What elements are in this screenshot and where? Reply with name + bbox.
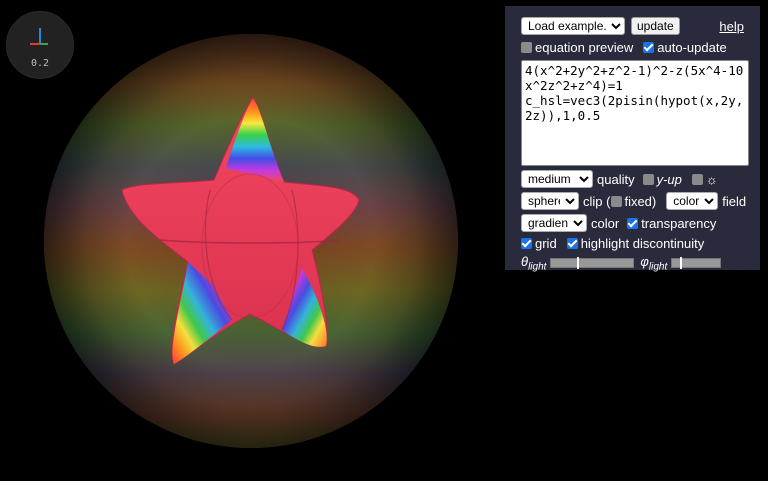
phi-light-slider[interactable] xyxy=(671,257,722,270)
theta-symbol: θ xyxy=(521,254,529,269)
help-link[interactable]: help xyxy=(719,18,744,34)
phi-light-slider-thumb[interactable] xyxy=(680,257,683,270)
zoom-value: 0.2 xyxy=(30,58,50,69)
transparency-label: transparency xyxy=(641,215,717,231)
y-up-checkbox[interactable] xyxy=(642,173,654,185)
clip-fixed-checkbox[interactable] xyxy=(611,195,623,207)
theta-subscript: light xyxy=(528,261,547,273)
y-up-label: y-up xyxy=(656,171,682,187)
preview-row: equation preview auto-update xyxy=(521,40,748,55)
phi-subscript: light xyxy=(648,261,668,273)
color-label: color xyxy=(591,215,620,231)
load-example-select[interactable]: Load example... xyxy=(521,17,625,35)
color-row: gradient color transparency xyxy=(521,214,748,232)
control-panel: Load example... update help equation pre… xyxy=(505,6,760,273)
axes-orientation-widget[interactable]: 0.2 xyxy=(6,11,74,79)
light-row: θlight φlight xyxy=(521,254,748,273)
field-label: field xyxy=(722,193,747,209)
clip-fixed-label: fixed) xyxy=(624,193,657,209)
quality-select[interactable]: medium xyxy=(521,170,593,188)
highlight-discontinuity-label: highlight discontinuity xyxy=(580,236,705,251)
equation-input[interactable] xyxy=(521,60,749,166)
equation-preview-checkbox[interactable] xyxy=(521,42,532,53)
theta-light-slider-thumb[interactable] xyxy=(577,257,580,270)
grid-row: grid highlight discontinuity xyxy=(521,236,748,251)
clip-label: clip ( xyxy=(583,193,611,209)
light-toggle-checkbox[interactable] xyxy=(691,173,703,185)
update-button[interactable]: update xyxy=(631,17,680,35)
clip-select[interactable]: sphere xyxy=(521,192,579,210)
auto-update-label: auto-update xyxy=(657,40,727,55)
grid-checkbox[interactable] xyxy=(521,238,532,249)
quality-row: medium quality y-up ☼ xyxy=(521,170,748,188)
top-row: Load example... update help xyxy=(521,17,748,35)
clip-row: sphere clip ( fixed) color field xyxy=(521,192,748,210)
theta-light-label: θlight xyxy=(521,254,546,273)
star-surface xyxy=(121,97,360,365)
grid-label: grid xyxy=(535,236,557,251)
auto-update-checkbox[interactable] xyxy=(643,42,655,53)
field-select[interactable]: color xyxy=(666,192,719,210)
equation-preview-label: equation preview xyxy=(535,40,634,55)
sun-icon: ☼ xyxy=(705,171,718,187)
phi-light-label: φlight xyxy=(640,254,667,273)
color-mode-select[interactable]: gradient xyxy=(521,214,587,232)
transparency-checkbox[interactable] xyxy=(627,217,639,229)
theta-light-slider[interactable] xyxy=(550,257,635,270)
axes-icon xyxy=(30,28,48,45)
quality-label: quality xyxy=(597,171,635,187)
phi-symbol: φ xyxy=(640,254,649,269)
highlight-discontinuity-checkbox[interactable] xyxy=(566,238,578,249)
